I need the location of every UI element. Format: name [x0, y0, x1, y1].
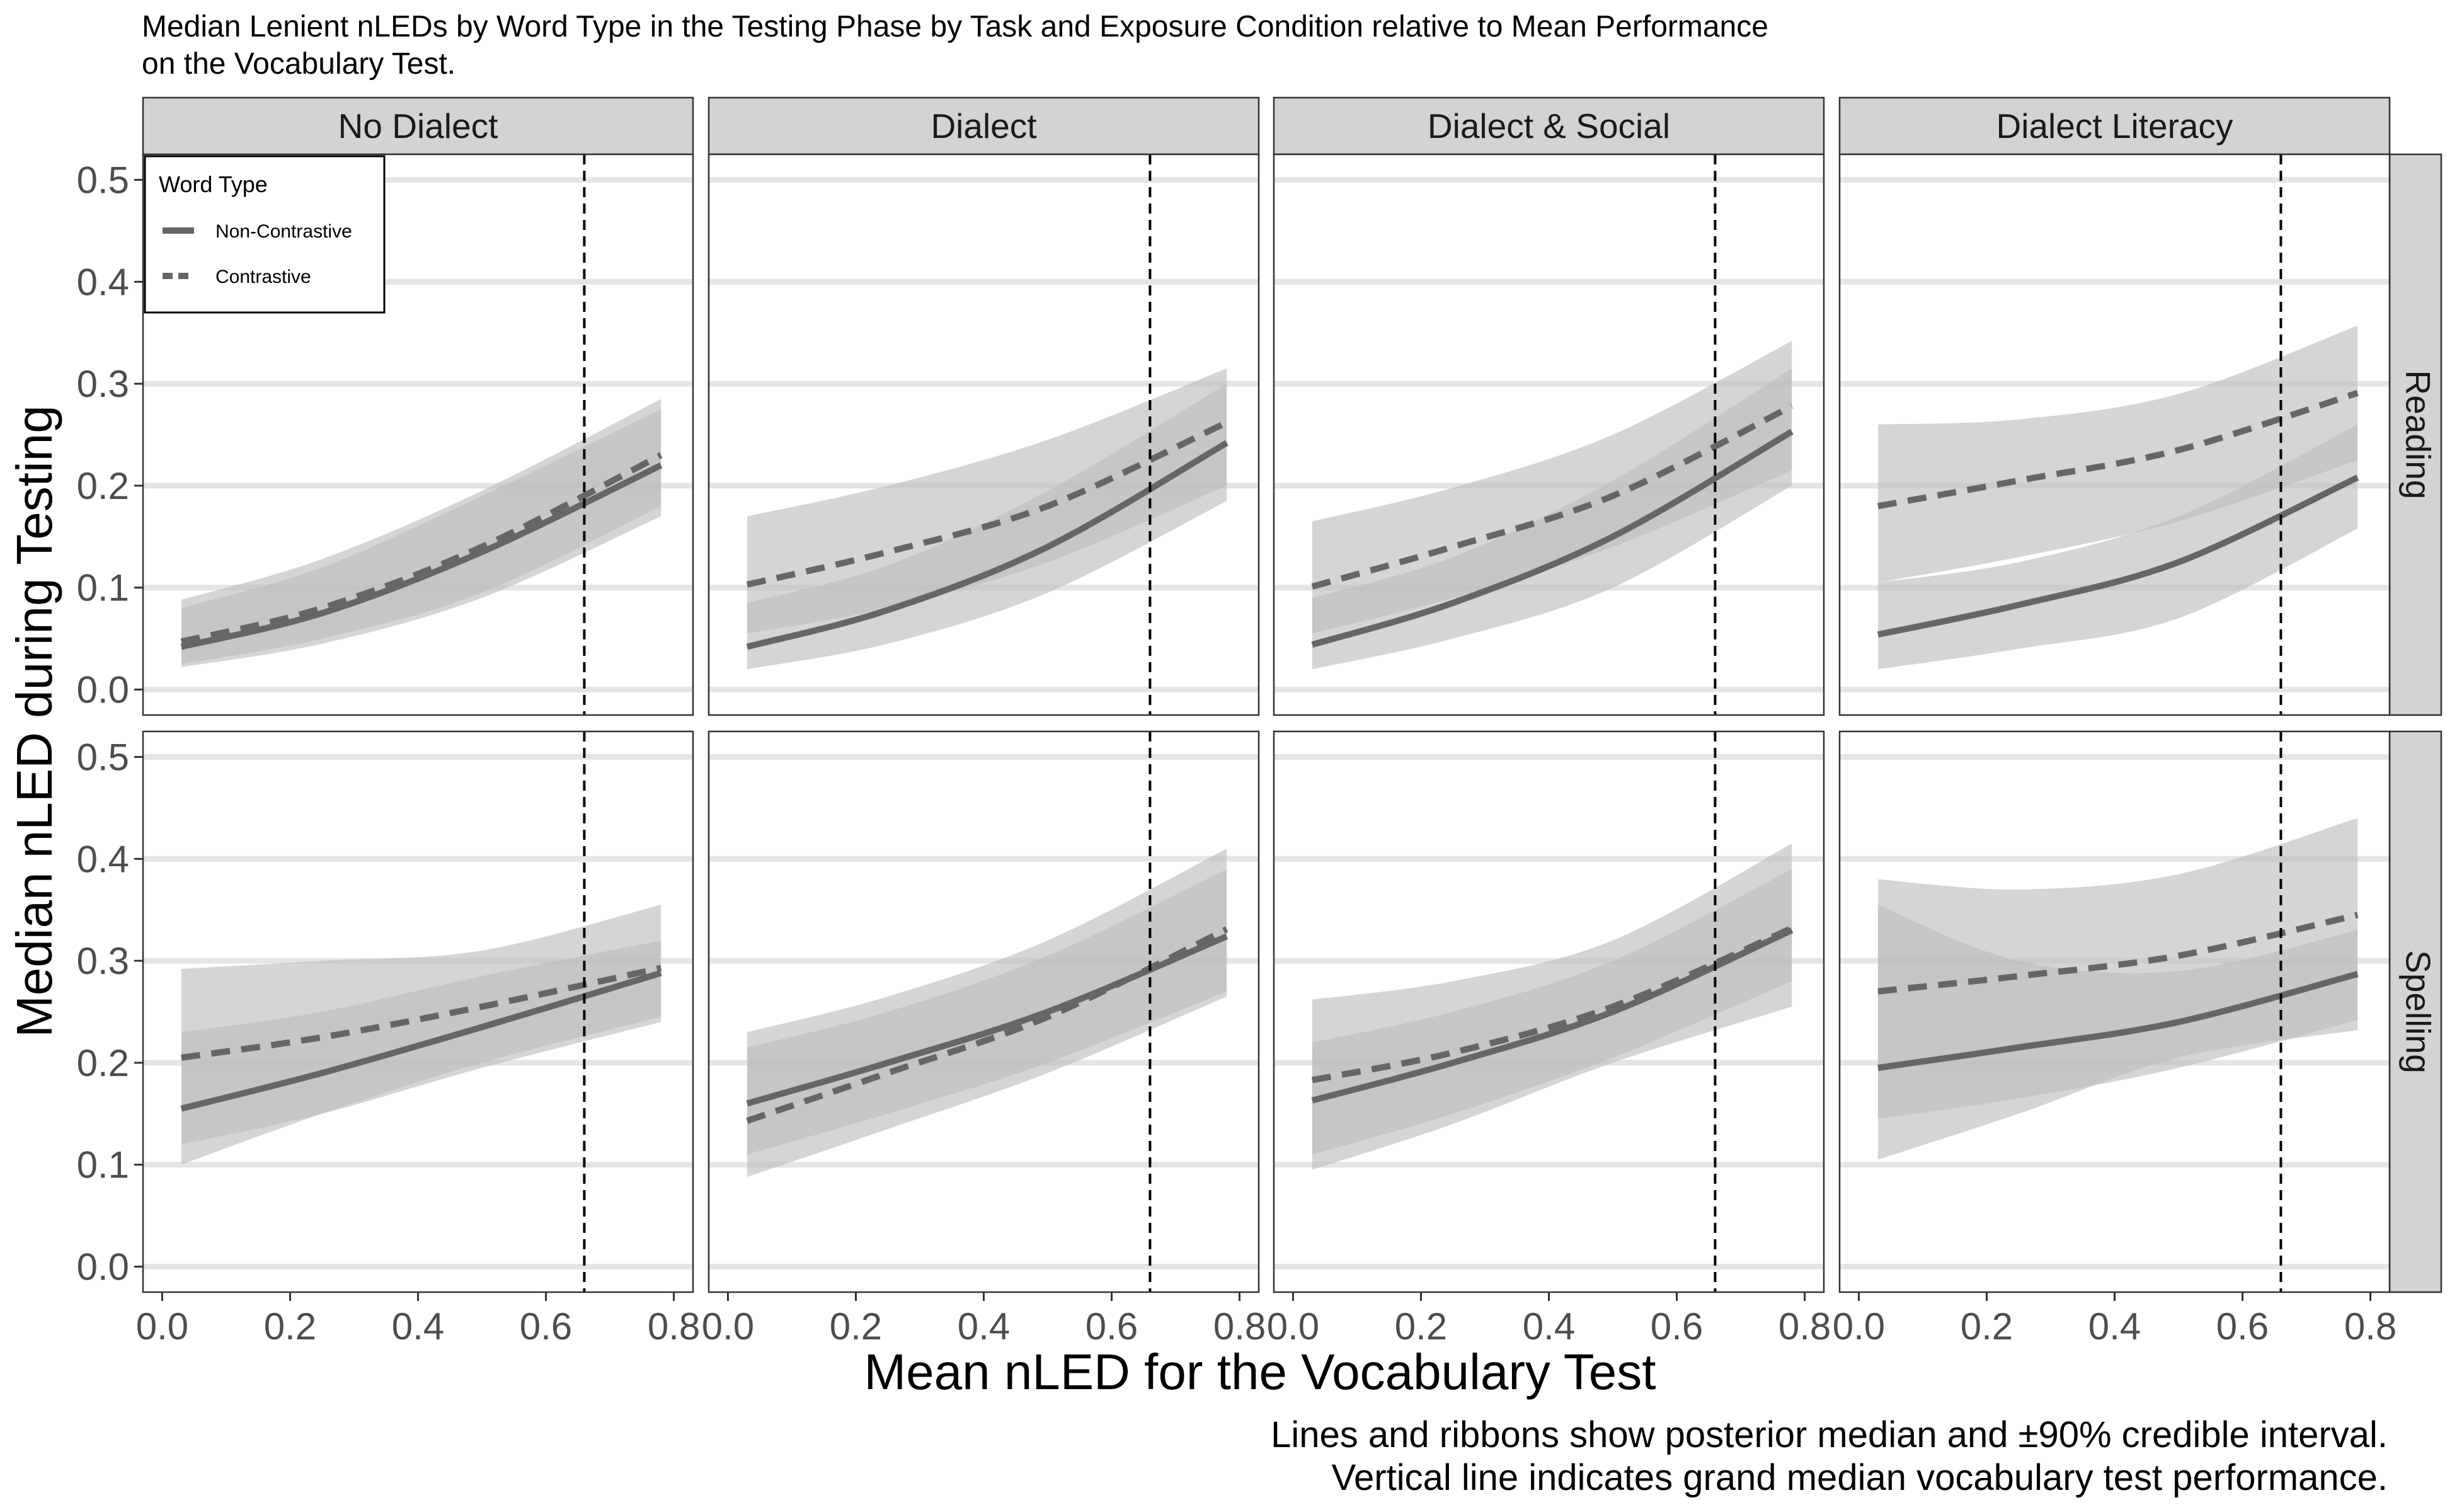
non-contrastive-line: [1877, 971, 2359, 1071]
y-tick-label: 0.4: [77, 838, 129, 880]
x-tick-label: 0.4: [392, 1305, 444, 1348]
x-tick-label: 0.0: [136, 1305, 188, 1348]
credible-interval-ribbon: [181, 905, 662, 1165]
non-contrastive-line: [180, 462, 663, 650]
x-axis-title: Mean nLED for the Vocabulary Test: [864, 1344, 1656, 1400]
facet-label-column: Dialect: [931, 106, 1036, 146]
credible-interval-ribbon: [1877, 818, 2358, 1160]
facet-strip-row: [2388, 153, 2443, 716]
credible-interval-ribbon: [747, 368, 1227, 634]
non-contrastive-line: [1877, 474, 2359, 638]
credible-interval-ribbon: [1312, 341, 1792, 634]
x-tick-label: 0.0: [1267, 1305, 1319, 1348]
x-tick-label: 0.8: [2344, 1305, 2397, 1348]
x-tick-label: 0.6: [2216, 1305, 2269, 1348]
legend-box: [144, 155, 386, 314]
x-tick-label: 0.2: [830, 1305, 882, 1348]
facet-strip-column: [142, 96, 694, 156]
non-contrastive-line: [180, 970, 662, 1112]
contrastive-line: [1877, 912, 2359, 995]
facet-panel: [1838, 153, 2391, 716]
facet-panel: [707, 730, 1260, 1293]
contrastive-line: [746, 926, 1228, 1124]
y-tick-label: 0.0: [77, 669, 129, 711]
y-axis-title: Median nLED during Testing: [6, 405, 62, 1038]
facet-strip-column: [707, 96, 1260, 156]
contrastive-line: [1877, 389, 2359, 510]
credible-interval-ribbon: [747, 849, 1227, 1177]
panel-border: [1838, 153, 2391, 716]
facet-label-row: Reading: [2398, 370, 2437, 500]
panel-border: [1273, 153, 1825, 716]
y-tick-label: 0.3: [77, 363, 129, 405]
facet-strip-column: [1273, 96, 1825, 156]
facet-label-row: Spelling: [2398, 950, 2437, 1074]
credible-interval-ribbon: [181, 399, 662, 665]
y-tick-label: 0.3: [77, 940, 129, 982]
contrastive-line: [180, 452, 663, 645]
credible-interval-ribbon: [1877, 325, 2358, 583]
x-tick-label: 0.6: [520, 1305, 572, 1348]
y-tick-label: 0.4: [77, 261, 129, 303]
y-tick-label: 0.2: [77, 465, 129, 507]
x-tick-label: 0.4: [1523, 1305, 1575, 1348]
facet-label-column: No Dialect: [338, 106, 498, 146]
x-tick-label: 0.2: [264, 1305, 316, 1348]
facet-label-column: Dialect & Social: [1428, 106, 1670, 146]
facet-panel: [1273, 153, 1825, 716]
y-tick-label: 0.1: [77, 567, 129, 609]
facet-panel: [1273, 730, 1825, 1293]
panel-border: [707, 153, 1260, 716]
contrastive-line: [1311, 925, 1794, 1084]
facet-panels: No Dialect Dialect Dialect & Social Dialect…: [77, 96, 2443, 1348]
y-tick-label: 0.5: [77, 159, 129, 201]
caption-line-1: Lines and ribbons show posterior median …: [1271, 1414, 2388, 1455]
caption-line-2: Vertical line indicates grand median voc…: [1332, 1457, 2388, 1498]
x-tick-label: 0.6: [1651, 1305, 1703, 1348]
non-contrastive-line: [1311, 927, 1794, 1104]
contrastive-line: [746, 420, 1228, 588]
facet-panel: [707, 153, 1260, 716]
x-tick-label: 0.2: [1395, 1305, 1447, 1348]
x-tick-label: 0.4: [2088, 1305, 2141, 1348]
facet-label-column: Dialect Literacy: [1996, 106, 2233, 146]
contrastive-line: [1311, 403, 1794, 590]
facet-strip-column: [1838, 96, 2391, 156]
contrastive-line: [181, 965, 662, 1061]
chart-title-line-2: on the Vocabulary Test.: [142, 47, 455, 81]
chart-title-line-1: Median Lenient nLEDs by Word Type in the…: [142, 10, 1768, 43]
x-tick-label: 0.8: [1213, 1305, 1266, 1348]
x-tick-label: 0.8: [648, 1305, 700, 1348]
x-tick-label: 0.0: [702, 1305, 754, 1348]
y-tick-label: 0.2: [77, 1042, 129, 1084]
non-contrastive-line: [746, 440, 1228, 650]
legend-title: Word Type: [159, 171, 268, 197]
legend: Word Type Non-Contrastive Contrastive: [144, 155, 386, 314]
x-tick-label: 0.4: [958, 1305, 1010, 1348]
x-tick-label: 0.2: [1961, 1305, 2013, 1348]
non-contrastive-line: [1311, 428, 1794, 648]
x-tick-label: 0.6: [1085, 1305, 1138, 1348]
facet-panel: [142, 730, 694, 1293]
x-tick-label: 0.0: [1833, 1305, 1885, 1348]
legend-label: Contrastive: [215, 266, 311, 287]
y-tick-label: 0.5: [77, 736, 129, 778]
y-tick-label: 0.0: [77, 1246, 129, 1288]
credible-interval-ribbon: [1312, 844, 1792, 1170]
panel-border: [142, 153, 694, 716]
legend-label: Non-Contrastive: [215, 221, 352, 242]
x-tick-label: 0.8: [1778, 1305, 1831, 1348]
facet-panel: [1838, 730, 2391, 1293]
y-tick-label: 0.1: [77, 1144, 129, 1186]
